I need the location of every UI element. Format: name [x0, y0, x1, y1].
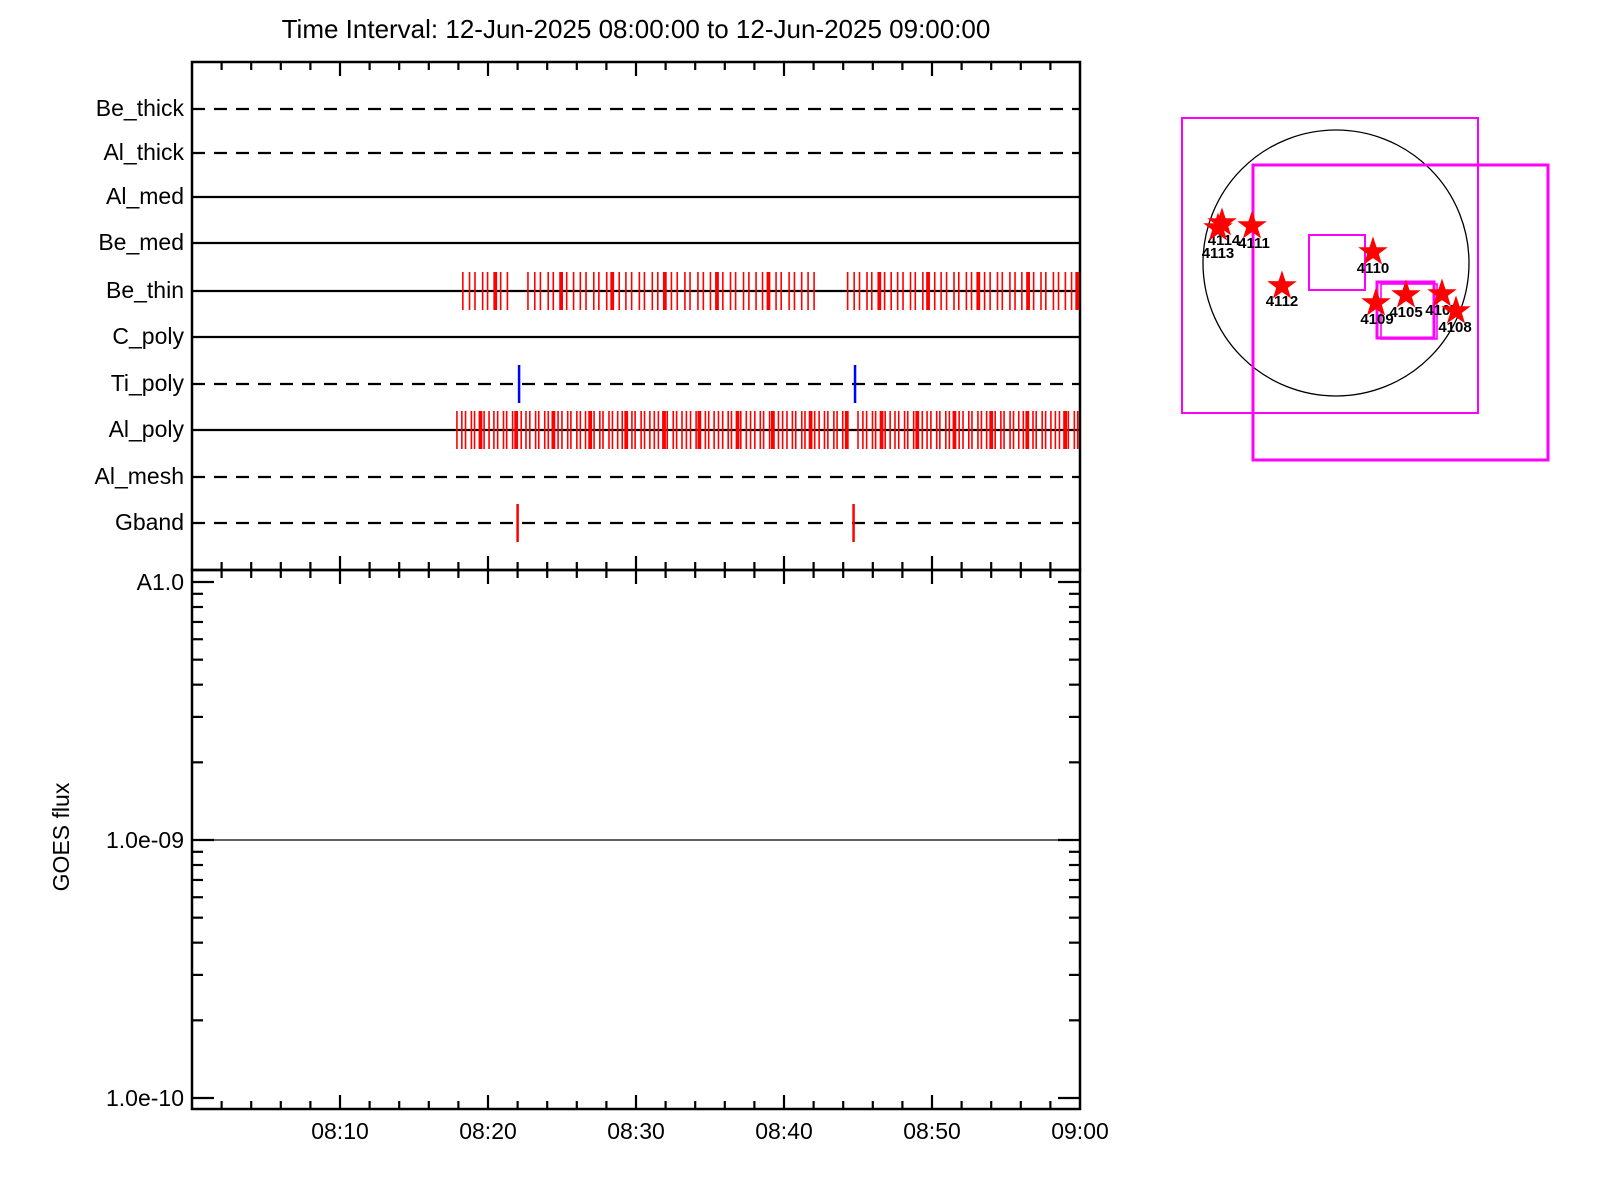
fov-box-1	[1251, 163, 1550, 462]
goes-ytick-label: 1.0e-10	[105, 1085, 184, 1111]
active-region-label: 4105	[1389, 304, 1422, 321]
active-region-star-4111	[1237, 210, 1267, 239]
goes-ytick-label: 1.0e-09	[105, 827, 184, 853]
active-region-label: 4112	[1266, 293, 1299, 310]
filter-label-C_poly: C_poly	[112, 323, 184, 349]
active-region-label: 4108	[1438, 319, 1471, 336]
active-region-label: 4109	[1360, 311, 1393, 328]
active-region-star-4107	[1427, 278, 1457, 307]
time-tick-label: 08:50	[903, 1118, 961, 1144]
active-region-label: 4114	[1208, 232, 1241, 249]
filter-panel-frame	[190, 60, 1082, 572]
time-tick-label: 08:10	[311, 1118, 369, 1144]
active-region-star-4108	[1441, 295, 1471, 324]
time-tick-label: 08:40	[755, 1118, 813, 1144]
fov-box-0	[1181, 117, 1479, 414]
active-region-star-4113	[1203, 212, 1233, 241]
active-region-star-4110	[1358, 236, 1388, 265]
active-region-label: 4110	[1357, 260, 1390, 277]
filter-label-Al_poly: Al_poly	[108, 416, 184, 442]
active-region-star-4109	[1361, 287, 1391, 316]
solar-disk	[1202, 129, 1470, 397]
active-region-label: 4111	[1238, 235, 1270, 252]
goes-ytick-label: A1.0	[136, 569, 184, 595]
filter-label-Al_med: Al_med	[106, 183, 184, 209]
filter-label-Al_mesh: Al_mesh	[94, 463, 184, 489]
active-region-star-4112	[1267, 270, 1297, 299]
time-tick-label: 08:20	[459, 1118, 517, 1144]
filter-label-Al_thick: Al_thick	[103, 139, 184, 165]
active-region-label: 4113	[1202, 245, 1235, 262]
filter-label-Ti_poly: Ti_poly	[110, 370, 184, 396]
filter-label-Be_med: Be_med	[98, 229, 184, 255]
active-region-star-4105	[1391, 279, 1421, 308]
page-title: Time Interval: 12-Jun-2025 08:00:00 to 1…	[281, 14, 991, 44]
filter-label-Gband: Gband	[114, 509, 184, 535]
time-tick-label: 08:30	[607, 1118, 665, 1144]
filter-label-Be_thick: Be_thick	[95, 95, 184, 121]
time-tick-label: 09:00	[1051, 1118, 1109, 1144]
filter-label-Be_thin: Be_thin	[105, 277, 184, 303]
